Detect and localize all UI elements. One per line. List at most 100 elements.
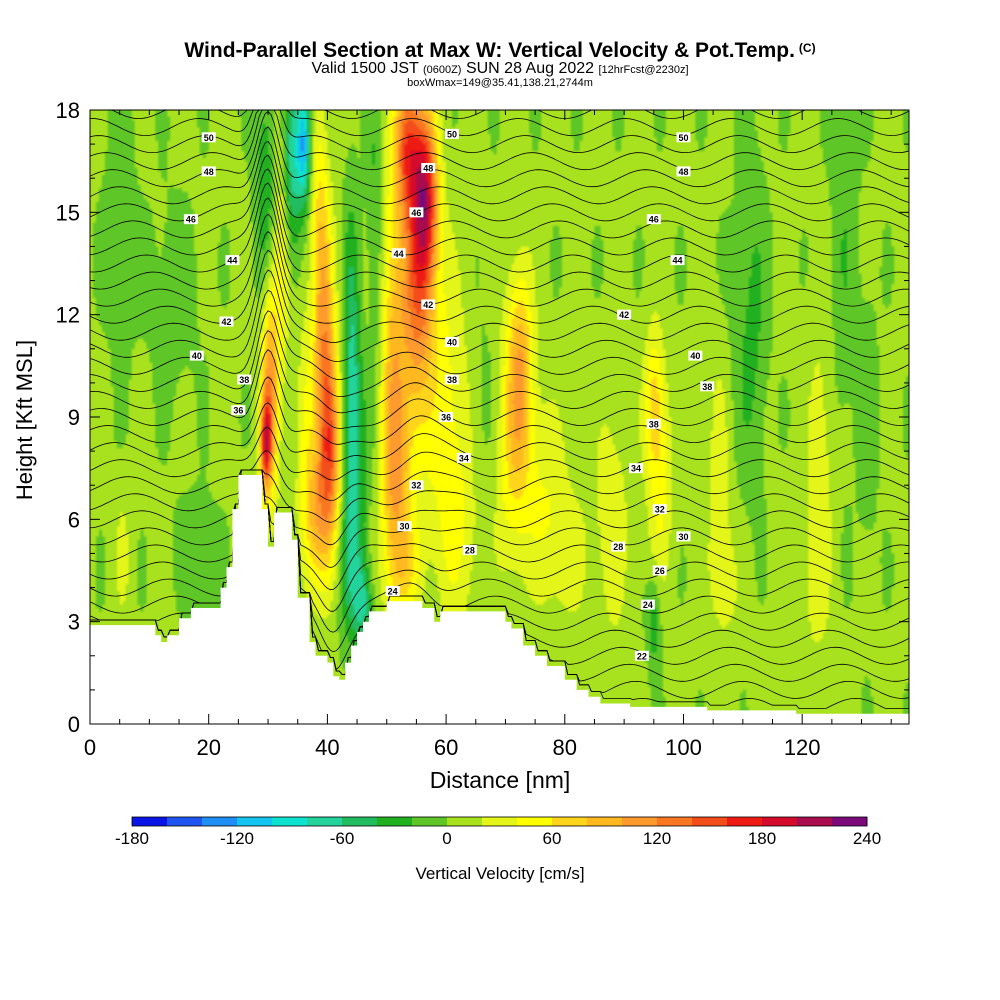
theta-label: 26 <box>652 565 667 576</box>
colorbar-tick-label: 60 <box>543 829 562 848</box>
y-tick-label: 0 <box>68 712 80 737</box>
svg-text:42: 42 <box>221 317 231 327</box>
colorbar-swatch <box>237 817 273 826</box>
theta-label: 46 <box>409 207 424 218</box>
theta-label: 48 <box>201 166 216 177</box>
isentrope-line <box>89 249 910 343</box>
colorbar-swatch <box>797 817 833 826</box>
box-info: boxWmax=149@35.41,138.21,2744m <box>407 77 593 89</box>
theta-label: 36 <box>439 412 454 423</box>
colorbar-swatch <box>447 817 483 826</box>
theta-label: 44 <box>225 255 240 266</box>
isentrope-line <box>89 109 910 171</box>
x-tick-label: 20 <box>196 735 220 760</box>
isentrope-line <box>89 469 910 523</box>
isentrope-line <box>89 109 910 137</box>
theta-label: 24 <box>640 599 655 610</box>
svg-text:48: 48 <box>423 163 433 173</box>
theta-label: 50 <box>201 132 216 143</box>
svg-text:34: 34 <box>459 453 469 463</box>
y-tick-label: 3 <box>68 610 80 635</box>
colorbar-tick-label: -60 <box>330 829 355 848</box>
colorbar: -180 -120 -60 0 60 120 180 240 <box>115 816 881 848</box>
chart-title: Wind-Parallel Section at Max W: Vertical… <box>184 39 816 62</box>
y-tick-label: 9 <box>68 405 80 430</box>
y-tick-label: 15 <box>56 200 80 225</box>
svg-text:24: 24 <box>643 600 653 610</box>
theta-label: 46 <box>183 214 198 225</box>
theta-label: 48 <box>421 162 436 173</box>
colorbar-swatch <box>622 817 658 826</box>
svg-text:44: 44 <box>394 249 404 259</box>
theta-label: 38 <box>445 374 460 385</box>
svg-text:40: 40 <box>192 351 202 361</box>
colorbar-frame <box>131 816 868 827</box>
theta-label: 36 <box>231 405 246 416</box>
theta-label: 34 <box>456 452 471 463</box>
svg-text:40: 40 <box>447 337 457 347</box>
x-tick-label: 80 <box>553 735 577 760</box>
theta-label: 30 <box>676 531 691 542</box>
isentrope-line <box>89 402 910 462</box>
colorbar-swatch <box>167 817 203 826</box>
theta-label: 22 <box>634 650 649 661</box>
svg-text:30: 30 <box>400 522 410 532</box>
colorbar-tick-label: -120 <box>220 829 254 848</box>
svg-text:44: 44 <box>227 256 237 266</box>
colorbar-tick-label: 120 <box>643 829 671 848</box>
theta-labels: 50 48 46 44 42 40 38 36 50 48 46 44 42 40 38 36 34 32 30 28… <box>183 128 715 661</box>
isentrope-line <box>89 426 910 481</box>
svg-text:40: 40 <box>690 351 700 361</box>
colorbar-swatch <box>657 817 693 826</box>
theta-label: 50 <box>445 128 460 139</box>
svg-text:46: 46 <box>649 215 659 225</box>
svg-text:30: 30 <box>678 532 688 542</box>
colorbar-swatch <box>517 817 553 826</box>
x-axis: 0 20 40 60 80 100 120 <box>84 110 892 760</box>
svg-text:46: 46 <box>411 208 421 218</box>
terrain-mask <box>90 475 909 724</box>
svg-text:50: 50 <box>678 133 688 143</box>
svg-text:42: 42 <box>423 300 433 310</box>
svg-text:36: 36 <box>233 406 243 416</box>
svg-text:48: 48 <box>678 167 688 177</box>
x-tick-label: 60 <box>434 735 458 760</box>
colorbar-swatch <box>832 817 868 826</box>
x-axis-label: Distance [nm] <box>429 767 571 793</box>
theta-label: 40 <box>445 336 460 347</box>
forecast-info: [12hrFcst@2230z] <box>598 64 689 76</box>
plot-area: 50 48 46 44 42 40 38 36 50 48 46 44 42 40 38 36 34 32 30 28… <box>89 109 910 724</box>
svg-text:38: 38 <box>239 375 249 385</box>
theta-label: 28 <box>611 541 626 552</box>
theta-label: 44 <box>670 255 685 266</box>
theta-label: 42 <box>617 309 632 320</box>
svg-text:22: 22 <box>637 651 647 661</box>
theta-label: 38 <box>646 418 661 429</box>
x-tick-label: 0 <box>84 735 96 760</box>
y-axis-label: Height [Kft MSL] <box>12 339 37 501</box>
svg-text:36: 36 <box>441 413 451 423</box>
colorbar-swatch <box>587 817 623 826</box>
svg-text:28: 28 <box>465 546 475 556</box>
isentrope-line <box>89 269 910 362</box>
isentrope-line <box>89 469 910 568</box>
colorbar-tick-label: -180 <box>115 829 149 848</box>
isentrope-line <box>89 310 910 397</box>
svg-text:38: 38 <box>649 419 659 429</box>
y-tick-label: 18 <box>56 98 80 123</box>
isentrope-line <box>89 168 910 256</box>
svg-text:32: 32 <box>411 481 421 491</box>
y-tick-label: 6 <box>68 507 80 532</box>
theta-label: 48 <box>676 166 691 177</box>
theta-label: 38 <box>237 374 252 385</box>
theta-label: 28 <box>462 545 477 556</box>
theta-label: 44 <box>391 248 406 259</box>
svg-text:24: 24 <box>388 586 398 596</box>
isentrope-line <box>89 289 910 381</box>
svg-text:28: 28 <box>613 542 623 552</box>
y-tick-label: 12 <box>56 303 80 328</box>
colorbar-swatch <box>307 817 343 826</box>
svg-text:34: 34 <box>631 464 641 474</box>
svg-text:38: 38 <box>447 375 457 385</box>
